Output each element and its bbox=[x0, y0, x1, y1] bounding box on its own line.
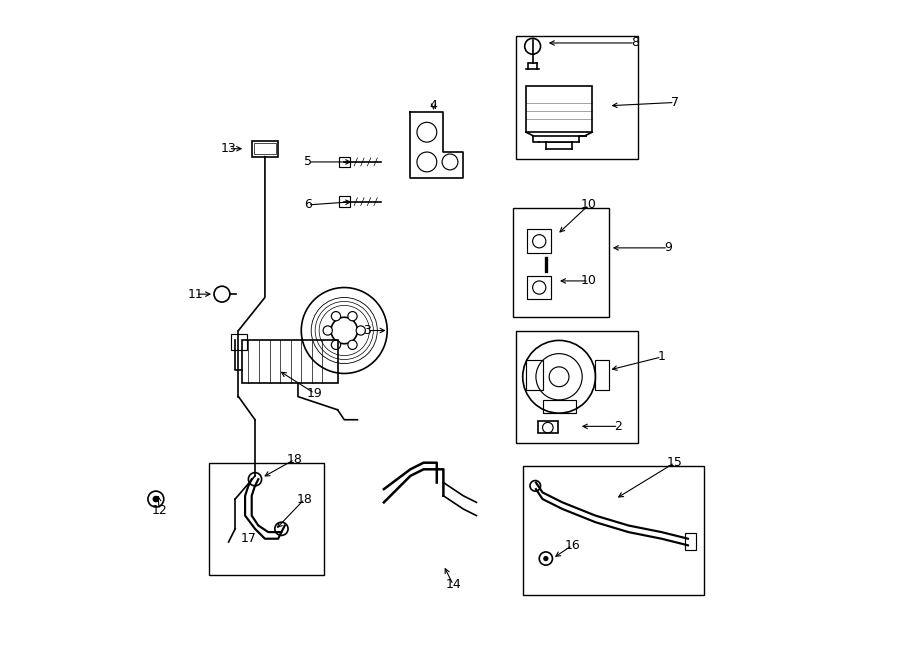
Text: 6: 6 bbox=[304, 198, 311, 212]
Bar bbox=[252, 141, 278, 157]
Text: 7: 7 bbox=[670, 96, 679, 109]
Text: 11: 11 bbox=[187, 288, 203, 301]
Text: 2: 2 bbox=[615, 420, 623, 433]
Circle shape bbox=[539, 552, 553, 565]
Bar bbox=[516, 36, 638, 159]
Circle shape bbox=[152, 496, 159, 502]
Bar bbox=[254, 143, 276, 154]
Text: 10: 10 bbox=[580, 274, 597, 288]
Bar bbox=[339, 157, 349, 167]
Text: 12: 12 bbox=[151, 504, 167, 517]
Circle shape bbox=[348, 340, 357, 350]
Circle shape bbox=[323, 326, 332, 335]
Circle shape bbox=[544, 556, 548, 561]
Bar bbox=[527, 276, 551, 299]
Text: 5: 5 bbox=[304, 155, 312, 169]
Text: 14: 14 bbox=[446, 578, 461, 592]
Bar bbox=[339, 196, 349, 207]
Circle shape bbox=[248, 473, 262, 486]
Text: 4: 4 bbox=[429, 99, 437, 112]
Bar bbox=[209, 463, 324, 575]
Circle shape bbox=[356, 326, 365, 335]
Bar bbox=[526, 86, 592, 132]
Circle shape bbox=[530, 481, 541, 491]
Text: 13: 13 bbox=[220, 142, 237, 155]
Bar bbox=[596, 360, 608, 390]
Text: 8: 8 bbox=[631, 36, 639, 50]
Circle shape bbox=[348, 311, 357, 321]
Bar bbox=[242, 340, 338, 383]
Text: 17: 17 bbox=[240, 532, 256, 545]
Text: 10: 10 bbox=[580, 198, 597, 212]
Text: 19: 19 bbox=[307, 387, 322, 400]
Bar bbox=[543, 400, 576, 413]
Bar bbox=[526, 360, 543, 390]
Text: 18: 18 bbox=[287, 453, 302, 466]
Bar bbox=[523, 466, 705, 595]
Text: 1: 1 bbox=[658, 350, 665, 364]
Text: 18: 18 bbox=[297, 492, 312, 506]
Text: 16: 16 bbox=[564, 539, 580, 552]
Bar bbox=[230, 334, 248, 350]
Circle shape bbox=[331, 311, 340, 321]
Circle shape bbox=[331, 340, 340, 350]
Bar bbox=[685, 533, 696, 550]
Text: 9: 9 bbox=[664, 241, 672, 254]
Bar bbox=[516, 330, 638, 443]
Bar bbox=[513, 208, 608, 317]
Text: 3: 3 bbox=[364, 324, 372, 337]
Bar bbox=[538, 421, 558, 433]
Bar bbox=[527, 229, 551, 253]
Circle shape bbox=[274, 522, 288, 535]
Text: 15: 15 bbox=[667, 456, 683, 469]
Circle shape bbox=[148, 491, 164, 507]
